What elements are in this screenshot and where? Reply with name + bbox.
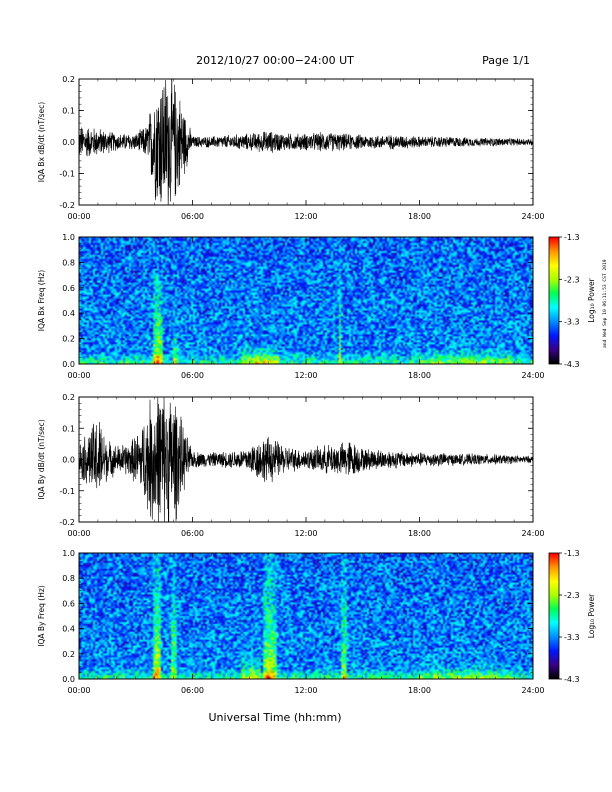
- colorbar-frame: [548, 552, 560, 680]
- colorbar-gradient: [549, 553, 559, 679]
- y-tick-label: 0.2: [62, 75, 75, 84]
- y-tick-label: -0.1: [59, 487, 75, 496]
- spectrogram-heatmap: [79, 237, 533, 364]
- x-tick-label: 06:00: [181, 529, 204, 538]
- y-axis-label: IQA By dB/dt (nT/sec): [37, 419, 46, 500]
- colorbar-tick-label: -1.3: [564, 549, 580, 558]
- y-tick-label: 0.0: [62, 360, 75, 369]
- spectrogram-heatmap: [79, 553, 533, 679]
- y-tick-label: -0.2: [59, 201, 75, 210]
- x-tick-label: 00:00: [67, 212, 90, 221]
- x-tick-label: 06:00: [181, 371, 204, 380]
- x-tick-label: 18:00: [408, 686, 431, 695]
- colorbar-frame: [548, 236, 560, 365]
- y-tick-label: 0.0: [62, 675, 75, 684]
- x-tick-label: 00:00: [67, 371, 90, 380]
- x-tick-label: 06:00: [181, 212, 204, 221]
- x-tick-label: 24:00: [521, 212, 544, 221]
- waveform-series: [79, 397, 533, 522]
- colorbar-tick-label: -1.3: [564, 233, 580, 242]
- y-tick-label: 0.0: [62, 456, 75, 465]
- x-tick-label: 00:00: [67, 686, 90, 695]
- y-tick-label: 0.4: [62, 309, 75, 318]
- colorbar-label: Log₁₀ Power: [587, 277, 596, 322]
- colorbar-tick-label: -3.3: [564, 633, 580, 642]
- bx-spectrogram-panel: 1.0 0.8 0.6 0.4 0.2 0.0 00:00 06:00 12:00 18:00 24…: [37, 233, 545, 380]
- y-axis-label: IQA Bx dB/dt (nT/sec): [37, 102, 46, 183]
- y-tick-label: 0.2: [62, 393, 75, 402]
- y-tick-label: 0.0: [62, 138, 75, 147]
- bx-colorbar: -1.3 -2.3 -3.3 -4.3 Log₁₀ Power: [548, 233, 596, 369]
- y-tick-label: -0.1: [59, 170, 75, 179]
- x-tick-label: 18:00: [408, 212, 431, 221]
- colorbar-tick-label: -2.3: [564, 591, 580, 600]
- y-tick-label: 0.4: [62, 625, 75, 634]
- colorbar-gradient: [549, 237, 559, 364]
- y-tick-label: 1.0: [62, 549, 75, 558]
- y-tick-label: 0.8: [62, 258, 75, 267]
- x-tick-label: 24:00: [521, 686, 544, 695]
- by-colorbar: -1.3 -2.3 -3.3 -4.3 Log₁₀ Power: [548, 549, 596, 684]
- bx-waveform-panel: 0.2 0.1 0.0 -0.1 -0.2 00:00 06:00 12:00 18:00 24:…: [37, 75, 545, 221]
- x-axis-title: Universal Time (hh:mm): [209, 711, 342, 724]
- x-tick-label: 18:00: [408, 529, 431, 538]
- by-waveform-panel: 0.2 0.1 0.0 -0.1 -0.2 00:00 06:00 12:00 18:00 24:…: [37, 393, 545, 538]
- colorbar-tick-label: -4.3: [564, 675, 580, 684]
- y-tick-label: 0.2: [62, 650, 75, 659]
- x-tick-label: 12:00: [294, 212, 317, 221]
- x-tick-label: 18:00: [408, 371, 431, 380]
- y-tick-label: 1.0: [62, 233, 75, 242]
- y-tick-label: 0.8: [62, 574, 75, 583]
- y-axis-label: IQA Bx Freq (Hz): [37, 270, 46, 332]
- by-spectrogram-panel: 1.0 0.8 0.6 0.4 0.2 0.0 00:00 06:00 12:00 18:00 24…: [37, 549, 545, 695]
- x-tick-label: 24:00: [521, 529, 544, 538]
- x-tick-label: 12:00: [294, 529, 317, 538]
- colorbar-tick-label: -2.3: [564, 275, 580, 284]
- x-tick-label: 12:00: [294, 686, 317, 695]
- x-tick-label: 24:00: [521, 371, 544, 380]
- page-indicator: Page 1/1: [482, 54, 530, 67]
- x-tick-label: 06:00: [181, 686, 204, 695]
- y-tick-label: 0.1: [62, 107, 75, 116]
- colorbar-tick-label: -3.3: [564, 318, 580, 327]
- figure-title: 2012/10/27 00:00−24:00 UT: [196, 54, 354, 67]
- y-tick-label: 0.6: [62, 599, 75, 608]
- y-tick-label: 0.2: [62, 335, 75, 344]
- y-tick-label: -0.2: [59, 518, 75, 527]
- waveform-series: [79, 79, 533, 205]
- generation-note: and Wed Sep 10 06:11:53 CST 2019: [603, 259, 608, 348]
- x-tick-label: 00:00: [67, 529, 90, 538]
- y-tick-label: 0.1: [62, 424, 75, 433]
- y-axis-label: IQA By Freq (Hz): [37, 585, 46, 647]
- colorbar-tick-label: -4.3: [564, 360, 580, 369]
- y-tick-label: 0.6: [62, 284, 75, 293]
- x-tick-label: 12:00: [294, 371, 317, 380]
- colorbar-label: Log₁₀ Power: [587, 593, 596, 638]
